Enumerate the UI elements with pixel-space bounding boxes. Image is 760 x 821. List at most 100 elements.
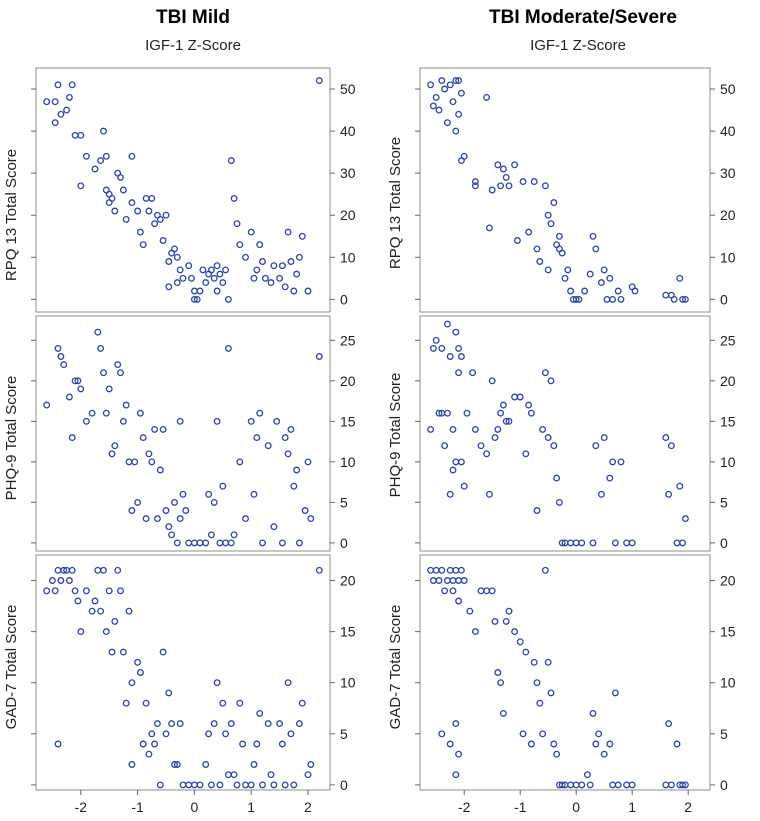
axes-layer: 0102030405001020304050051015202505101520… <box>31 81 736 815</box>
row-ylabel-phq-right: PHQ-9 Total Score <box>387 373 404 498</box>
data-point-phq-mild-26 <box>136 409 144 417</box>
data-point-gad-modsev-10 <box>455 577 463 584</box>
data-point-rpq-mild-79 <box>295 253 303 261</box>
x-tick-label-modsev-0: -2 <box>458 799 471 815</box>
data-point-gad-mild-27 <box>128 679 136 687</box>
data-point-rpq-modsev-14 <box>455 110 463 118</box>
data-point-gad-mild-0 <box>43 587 51 595</box>
x-tick-label-modsev-4: 2 <box>684 799 692 815</box>
data-point-phq-mild-71 <box>290 482 298 490</box>
data-point-rpq-modsev-44 <box>572 295 580 303</box>
data-point-phq-mild-33 <box>156 466 164 474</box>
data-point-gad-modsev-58 <box>609 781 617 789</box>
data-point-phq-mild-20 <box>119 417 127 425</box>
data-point-phq-modsev-50 <box>592 442 600 450</box>
data-point-gad-mild-28 <box>134 658 142 666</box>
data-point-rpq-mild-26 <box>128 199 136 207</box>
data-point-gad-mild-57 <box>227 720 235 728</box>
data-point-gad-modsev-51 <box>583 771 591 779</box>
data-point-rpq-modsev-57 <box>631 287 639 295</box>
data-point-rpq-mild-30 <box>142 194 150 202</box>
data-point-phq-modsev-17 <box>460 482 468 490</box>
data-point-rpq-mild-12 <box>91 165 99 173</box>
data-point-phq-mild-63 <box>259 539 266 547</box>
data-point-gad-mild-42 <box>173 761 181 768</box>
y-tick-label-rpq-mild-0: 0 <box>340 291 348 307</box>
data-point-gad-mild-74 <box>284 679 292 687</box>
data-point-phq-modsev-63 <box>676 482 684 490</box>
data-point-phq-mild-60 <box>250 490 258 498</box>
data-point-phq-modsev-51 <box>597 490 605 498</box>
data-point-rpq-mild-67 <box>256 241 264 249</box>
data-point-gad-mild-23 <box>117 587 124 595</box>
data-point-phq-mild-2 <box>57 353 65 360</box>
data-point-rpq-modsev-53 <box>609 295 617 303</box>
data-point-rpq-modsev-10 <box>455 77 463 85</box>
data-point-phq-modsev-67 <box>443 409 451 417</box>
data-point-rpq-mild-85 <box>213 287 221 295</box>
data-point-rpq-modsev-48 <box>589 232 597 240</box>
data-point-phq-mild-53 <box>222 539 230 547</box>
data-point-gad-modsev-59 <box>611 689 619 697</box>
data-point-rpq-modsev-61 <box>676 274 684 282</box>
data-point-rpq-mild-71 <box>270 262 278 270</box>
data-point-phq-modsev-52 <box>600 434 608 442</box>
data-point-phq-mild-69 <box>284 450 292 458</box>
data-point-rpq-modsev-55 <box>617 295 625 303</box>
data-point-phq-mild-7 <box>74 377 82 385</box>
data-point-rpq-mild-19 <box>108 194 116 202</box>
data-point-gad-mild-53 <box>216 781 224 789</box>
data-point-phq-modsev-43 <box>555 498 563 506</box>
data-point-gad-mild-25 <box>122 699 130 707</box>
data-point-phq-mild-23 <box>128 507 136 514</box>
data-point-rpq-mild-76 <box>287 258 295 265</box>
y-tick-label-rpq-modsev-4: 40 <box>720 123 736 139</box>
data-point-gad-modsev-50 <box>578 781 586 789</box>
data-point-rpq-mild-14 <box>100 127 107 135</box>
data-point-gad-mild-81 <box>315 566 323 574</box>
data-point-phq-mild-67 <box>278 539 286 547</box>
data-point-gad-mild-8 <box>68 566 76 574</box>
data-point-rpq-mild-5 <box>65 93 73 101</box>
data-point-phq-mild-14 <box>102 409 110 417</box>
data-point-rpq-mild-27 <box>134 207 142 215</box>
data-point-phq-mild-32 <box>153 515 161 523</box>
panels-layer <box>35 67 711 791</box>
data-point-gad-modsev-27 <box>497 679 505 687</box>
data-point-rpq-mild-35 <box>156 215 164 223</box>
data-point-gad-mild-71 <box>276 720 284 728</box>
data-point-phq-mild-5 <box>68 434 76 442</box>
data-point-phq-mild-59 <box>247 417 255 425</box>
data-point-gad-mild-44 <box>179 781 187 789</box>
data-point-gad-mild-46 <box>190 781 198 789</box>
data-point-rpq-mild-65 <box>247 228 255 236</box>
data-point-rpq-mild-49 <box>193 295 201 303</box>
data-point-rpq-mild-28 <box>136 228 144 236</box>
data-point-gad-mild-13 <box>88 607 96 615</box>
y-tick-label-phq-modsev-1: 5 <box>720 494 728 510</box>
data-point-phq-mild-57 <box>236 458 244 466</box>
data-point-phq-modsev-58 <box>628 539 636 547</box>
data-point-rpq-mild-45 <box>173 279 181 287</box>
data-point-gad-modsev-8 <box>449 577 457 584</box>
data-point-phq-mild-0 <box>43 401 51 409</box>
data-point-phq-modsev-18 <box>463 409 471 417</box>
data-point-phq-mild-55 <box>227 539 235 547</box>
data-point-gad-modsev-29 <box>502 617 510 625</box>
data-point-gad-mild-29 <box>136 669 144 676</box>
data-point-rpq-modsev-3 <box>435 106 443 114</box>
data-point-rpq-modsev-50 <box>597 279 605 287</box>
data-point-gad-mild-45 <box>185 781 193 789</box>
data-point-phq-mild-29 <box>145 450 153 458</box>
data-point-phq-modsev-61 <box>667 442 675 450</box>
y-tick-label-gad-mild-3: 15 <box>340 624 356 640</box>
data-point-phq-mild-76 <box>307 515 315 523</box>
data-point-gad-modsev-20 <box>466 607 474 615</box>
data-point-phq-modsev-65 <box>681 515 689 523</box>
x-tick-label-mild-4: 2 <box>304 799 312 815</box>
row-ylabel-gad-right: GAD-7 Total Score <box>387 605 404 730</box>
data-point-phq-modsev-47 <box>572 539 580 547</box>
data-point-phq-mild-66 <box>273 417 281 425</box>
data-point-gad-mild-31 <box>142 699 150 707</box>
data-point-phq-mild-40 <box>176 515 184 523</box>
